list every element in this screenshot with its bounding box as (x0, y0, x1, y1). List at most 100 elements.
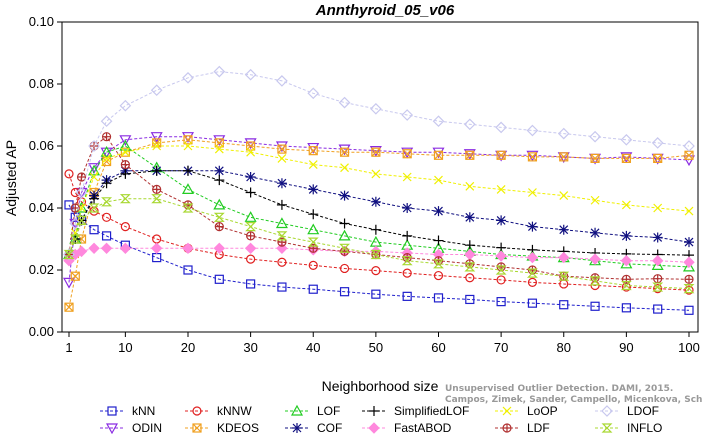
point-KDEOS-15 (152, 138, 162, 148)
point-LDOF-45 (338, 96, 351, 109)
point-COF-85 (590, 227, 601, 238)
chart-title: Annthyroid_05_v06 (315, 2, 455, 19)
point-KDEOS-85 (590, 153, 600, 163)
point-kNNW-30 (246, 254, 256, 264)
legend-marker-kNNW (192, 406, 202, 416)
legend-label-KDEOS: KDEOS (217, 421, 259, 434)
point-INFLO-95 (652, 282, 664, 292)
point-kNNW-40 (308, 260, 318, 270)
legend-item-FastABOD: FastABOD (362, 421, 452, 434)
point-COF-25 (214, 165, 225, 176)
series-line-LoOP (68, 145, 690, 255)
legend-label-LoOP: LoOP (527, 404, 558, 418)
x-tick-label-7: 70 (494, 340, 508, 355)
point-kNN-90 (621, 303, 631, 313)
x-axis-label: Neighborhood size (322, 378, 439, 394)
legend-marker-kNN (107, 406, 117, 416)
point-kNN-40 (308, 284, 318, 294)
point-KDEOS-40 (308, 146, 318, 156)
point-LoOP-95 (653, 203, 663, 213)
point-INFLO-3 (76, 215, 87, 225)
point-kNNW-7 (101, 212, 112, 222)
point-kNN-45 (339, 287, 350, 297)
plot-frame (61, 21, 699, 333)
legend-item-kNN: kNN (100, 404, 155, 418)
point-LDOF-35 (276, 75, 288, 87)
point-INFLO-35 (276, 231, 288, 241)
point-kNNW-5 (89, 206, 99, 216)
point-FastABOD-3 (75, 245, 88, 258)
point-LoOP-7 (102, 153, 112, 163)
point-LoOP-40 (308, 160, 318, 170)
legend-marker-LoOP (502, 406, 512, 416)
point-LOF-100 (682, 260, 696, 272)
point-COF-30 (245, 172, 256, 182)
point-KDEOS-2 (70, 271, 80, 281)
point-LOF-40 (307, 223, 320, 235)
point-SimplifiedLOF-25 (214, 175, 225, 186)
point-KDEOS-65 (465, 150, 475, 160)
point-kNN-30 (246, 279, 256, 289)
point-INFLO-40 (307, 237, 319, 247)
point-FastABOD-65 (464, 248, 476, 261)
series-LDOF (63, 65, 695, 261)
x-tick-label-5: 50 (369, 340, 383, 355)
point-FastABOD-30 (244, 242, 257, 255)
point-LDOF-80 (557, 127, 570, 140)
x-tick-label-4: 40 (306, 340, 320, 355)
point-FastABOD-100 (683, 256, 695, 268)
x-tick-label-10: 100 (678, 340, 700, 355)
point-LOF-30 (244, 211, 257, 222)
point-LOF-5 (88, 164, 101, 176)
point-FastABOD-10 (119, 242, 132, 255)
point-SimplifiedLOF-55 (402, 230, 413, 241)
legend-marker-FastABOD (368, 422, 380, 434)
point-COF-50 (370, 196, 381, 207)
point-FastABOD-80 (558, 251, 570, 264)
y-tick-label-4: 0.08 (29, 76, 54, 91)
point-kNN-55 (402, 291, 412, 301)
series-line-kNNW (68, 173, 690, 291)
point-kNN-7 (101, 231, 112, 241)
legend-marker-SimplifiedLOF (369, 406, 379, 416)
point-kNN-70 (496, 297, 506, 307)
watermark-line-1: Unsupervised Outlier Detection. DAMI, 20… (445, 384, 673, 394)
point-LoOP-5 (89, 172, 99, 182)
point-LDF-100 (684, 274, 694, 284)
legend-label-LDF: LDF (527, 421, 550, 434)
point-SimplifiedLOF-5 (89, 193, 100, 204)
point-LOF-95 (651, 259, 664, 270)
point-LDOF-90 (620, 133, 633, 146)
x-tick-label-3: 30 (243, 340, 257, 355)
point-kNNW-55 (402, 268, 412, 278)
x-tick-label-9: 90 (619, 340, 633, 355)
point-COF-95 (652, 232, 663, 243)
point-COF-70 (496, 215, 507, 226)
point-LoOP-15 (152, 141, 162, 151)
point-COF-75 (527, 221, 538, 232)
legend-marker-LOF (290, 404, 304, 416)
point-ODIN-15 (150, 132, 163, 143)
point-SimplifiedLOF-35 (276, 199, 287, 210)
point-LDOF-25 (213, 65, 226, 78)
series-line-LDOF (68, 71, 690, 255)
legend-marker-LDOF (601, 405, 613, 417)
point-LDOF-3 (75, 186, 88, 199)
point-LoOP-50 (371, 169, 381, 179)
point-kNN-25 (214, 274, 224, 284)
point-COF-45 (339, 190, 350, 201)
point-COF-80 (558, 224, 569, 235)
legend-item-LoOP: LoOP (495, 404, 558, 418)
point-LDOF-15 (150, 84, 163, 97)
legend-item-ODIN: ODIN (100, 421, 162, 434)
x-tick-label-0: 1 (65, 340, 72, 355)
point-LDF-30 (246, 231, 256, 241)
point-kNN-20 (183, 265, 193, 275)
point-INFLO-65 (464, 262, 476, 272)
point-INFLO-5 (88, 203, 100, 213)
legend-item-SimplifiedLOF: SimplifiedLOF (362, 404, 469, 418)
point-kNN-80 (559, 300, 569, 310)
point-INFLO-80 (558, 271, 570, 281)
legend-label-SimplifiedLOF: SimplifiedLOF (394, 404, 469, 418)
point-LDOF-95 (651, 137, 664, 149)
